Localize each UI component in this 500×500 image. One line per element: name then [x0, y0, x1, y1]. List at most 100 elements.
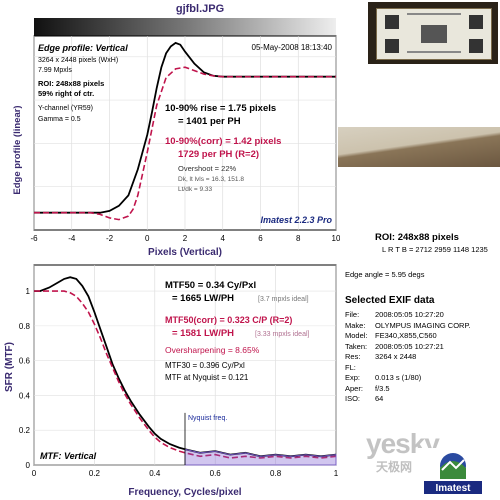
mtf-chart: 0 0.2 0.4 0.6 0.8 1 0 0.2 0.4 0.6 0.8 1 Nyquist fre… [4, 264, 339, 498]
mtf50-corr-lwph: = 1581 LW/PH [172, 328, 234, 339]
exif-title: Selected EXIF data [345, 295, 435, 306]
roi-lrtb: L R T B = 2712 2959 1148 1235 [382, 245, 488, 254]
edge-channel: Y-channel (YR59) [38, 105, 93, 112]
edge-x-tick-label: 6 [258, 234, 263, 243]
edge-rise-per-ph: = 1401 per PH [178, 116, 241, 127]
exif-key: Taken: [345, 341, 368, 351]
exif-key: Aper: [345, 383, 363, 393]
oversharpening: Oversharpening = 8.65% [165, 345, 260, 355]
edge-gamma: Gamma = 0.5 [38, 116, 81, 123]
edge-x-tick-label: 10 [332, 234, 340, 243]
roi-size: ROI: 248x88 pixels [375, 232, 459, 243]
mtf50-lwph: = 1665 LW/PH [172, 293, 234, 304]
mtf50-corr-ideal: [3.33 mpxls ideal] [255, 331, 310, 338]
mtf-corrected-line [34, 290, 337, 459]
exif-key: FL: [345, 362, 356, 372]
exif-value: 2008:05:05 10:27:20 [375, 310, 444, 319]
mtf-x-tick-label: 0.8 [270, 469, 282, 478]
mtf50-ideal: [3.7 mpxls ideal] [258, 296, 309, 303]
watermark-cn: 天极网 [376, 460, 413, 474]
exif-key: Make: [345, 320, 366, 330]
edge-x-tick-label: 2 [183, 234, 188, 243]
edge-overshoot: Overshoot = 22% [178, 164, 236, 173]
edge-rise: 10-90% rise = 1.75 pixels [165, 103, 276, 114]
exif-key: Model: [345, 331, 368, 340]
mtf-x-tick-label: 0 [32, 469, 37, 478]
edge-series [34, 41, 336, 221]
mtf-chart-title: MTF: Vertical [40, 451, 97, 461]
exif-value: 3264 x 2448 [375, 352, 417, 361]
edge-x-ticks: -6 -4 -2 0 2 4 6 8 10 [30, 234, 340, 243]
mtf-ticks: 0 0.2 0.4 0.6 0.8 1 0 0.2 0.4 0.6 0.8 1 [19, 287, 339, 478]
exif-key: ISO: [345, 394, 361, 403]
edge-x-axis-label: Pixels (Vertical) [148, 247, 222, 258]
exif-row: Res: 3264 x 2448 [345, 352, 416, 361]
edge-y-axis-label: Edge profile (linear) [12, 105, 23, 194]
edge-dk-lt: Dk, lt lvls = 16.3, 151.8 [178, 176, 244, 183]
right-panel: ROI: 248x88 pixels L R T B = 2712 2959 1… [338, 0, 500, 500]
test-chart-thumbnail [368, 2, 498, 64]
mtf-y-tick-label: 0.6 [19, 357, 31, 366]
exif-key: File: [345, 310, 360, 319]
test-chart-card [376, 8, 492, 60]
edge-x-tick-label: -2 [106, 234, 114, 243]
mtf-x-tick-label: 0.2 [89, 469, 101, 478]
mtf-x-tick-label: 0.6 [210, 469, 222, 478]
edge-profile-chart: -6 -4 -2 0 2 4 6 8 10 Edge profile: Vertical 05-… [12, 18, 340, 258]
exif-value: f/3.5 [375, 383, 390, 393]
file-title: gjfbl.JPG [175, 3, 225, 15]
nyquist-label: Nyquist freq. [188, 415, 227, 422]
exif-row: ISO: 64 [345, 394, 383, 403]
exif-row: FL: [345, 363, 375, 372]
edge-angle: Edge angle = 5.95 degs [345, 270, 425, 279]
exif-key: Res: [345, 352, 361, 361]
edge-x-tick-label: -4 [68, 234, 76, 243]
mtf-y-tick-label: 1 [26, 287, 31, 296]
edge-grid [33, 36, 337, 230]
mtf-y-axis-label: SFR (MTF) [4, 342, 15, 392]
exif-row: Make: OLYMPUS IMAGING CORP. [345, 321, 471, 330]
mtf-above-nyquist-fill [184, 448, 337, 466]
imatest-logo-text: Imatest [435, 483, 471, 494]
mtf-x-axis-label: Frequency, Cycles/pixel [128, 487, 241, 498]
exif-row: Model: FE340,X855,C560 [345, 331, 437, 340]
exif-value: FE340,X855,C560 [375, 331, 437, 340]
edge-rise-corr: 10-90%(corr) = 1.42 pixels [165, 136, 281, 147]
imatest-logo: Imatest [418, 448, 488, 496]
exif-row: File: 2008:05:05 10:27:20 [345, 310, 444, 319]
edge-mpxls: 7.99 Mpxls [38, 67, 72, 74]
mtf-y-tick-label: 0.2 [19, 426, 31, 435]
mtf-y-tick-label: 0 [26, 461, 31, 470]
roi-crop-image [338, 127, 500, 167]
mtf-series [34, 276, 337, 466]
edge-x-tick-label: 0 [145, 234, 150, 243]
edge-x-tick-label: -6 [30, 234, 38, 243]
mtf-x-tick-label: 1 [334, 469, 339, 478]
exif-value: 64 [375, 394, 384, 403]
mtf-at-nyquist: MTF at Nyquist = 0.121 [165, 373, 249, 382]
edge-chart-title: Edge profile: Vertical [38, 43, 128, 53]
mtf-y-tick-label: 0.4 [19, 391, 31, 400]
exif-row: Aper: f/3.5 [345, 384, 390, 393]
exif-value: OLYMPUS IMAGING CORP. [375, 320, 471, 330]
edge-size: 3264 x 2448 pixels (WxH) [38, 57, 118, 64]
edge-x-tick-label: 4 [221, 234, 226, 243]
edge-gradient-strip [34, 18, 336, 36]
edge-ltdk: Lt/dk = 9.33 [178, 186, 213, 193]
edge-roi-pos: 59% right of ctr. [38, 89, 94, 98]
mtf-y-tick-label: 0.8 [19, 322, 31, 331]
mtf30: MTF30 = 0.396 Cy/Pxl [165, 361, 245, 370]
edge-date: 05-May-2008 18:13:40 [252, 43, 333, 52]
mtf50: MTF50 = 0.34 Cy/Pxl [165, 280, 256, 291]
exif-row: Taken: 2008:05:05 10:27:21 [345, 342, 444, 351]
edge-rise-corr-per-ph: 1729 per PH (R=2) [178, 149, 259, 160]
exif-key: Exp: [345, 373, 361, 382]
mtf-x-tick-label: 0.4 [149, 469, 161, 478]
edge-brand: Imatest 2.2.3 Pro [260, 215, 332, 225]
exif-value: 0.013 s (1/80) [375, 373, 422, 382]
edge-x-tick-label: 8 [296, 234, 301, 243]
edge-roi: ROI: 248x88 pixels [38, 79, 104, 88]
mtf50-corr: MTF50(corr) = 0.323 C/P (R=2) [165, 315, 292, 325]
exif-value: 2008:05:05 10:27:21 [375, 341, 444, 351]
exif-row: Exp: 0.013 s (1/80) [345, 373, 421, 382]
